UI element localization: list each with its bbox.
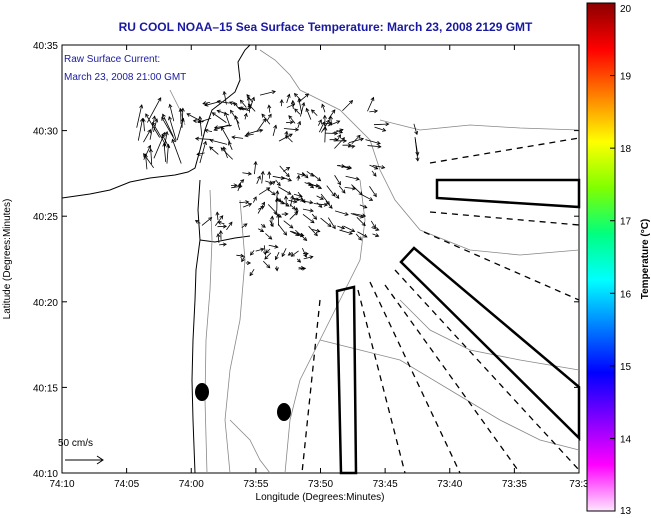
annotation-line-1: Raw Surface Current: (64, 54, 160, 65)
colorbar-tick-label: 20 (620, 4, 632, 15)
annotation-line-2: March 23, 2008 21:00 GMT (64, 72, 186, 83)
map-title: RU COOL NOAA–15 Sea Surface Temperature:… (118, 20, 533, 34)
x-tick-label: 73:50 (308, 479, 333, 490)
y-tick-label: 40:15 (33, 383, 58, 394)
colorbar-tick-label: 19 (620, 72, 632, 83)
x-tick-label: 74:10 (49, 479, 74, 490)
y-axis-label: Latitude (Degrees:Minutes) (2, 199, 13, 320)
colorbar-tick-label: 13 (620, 506, 632, 517)
radar-site-marker (195, 383, 209, 401)
y-tick-label: 40:10 (33, 469, 58, 480)
coastline (61, 44, 251, 474)
colorbar-tick-label: 14 (620, 434, 632, 445)
colorbar-tick-label: 16 (620, 289, 632, 300)
scale-arrow (65, 455, 104, 465)
traffic-separation-lines (301, 137, 580, 474)
x-axis-label: Longitude (Degrees:Minutes) (256, 492, 385, 503)
x-tick-label: 74:05 (114, 479, 139, 490)
x-tick-label: 73:3 (569, 479, 589, 490)
radar-site-marker (277, 403, 291, 421)
x-tick-label: 73:35 (502, 479, 527, 490)
colorbar-ticks: 20 19 18 17 16 15 14 13 (610, 2, 632, 517)
x-tick-label: 73:45 (373, 479, 398, 490)
colorbar-label: Temperature (°C) (640, 219, 651, 300)
x-tick-label: 73:55 (243, 479, 268, 490)
plot-frame (61, 44, 580, 474)
colorbar-tick-label: 15 (620, 362, 632, 373)
colorbar-tick-label: 18 (620, 144, 632, 155)
y-tick-label: 40:25 (33, 212, 58, 223)
y-axis-ticks: 40:35 40:30 40:25 40:20 40:15 40:10 (33, 41, 579, 480)
colorbar (586, 2, 616, 512)
x-tick-label: 74:00 (179, 479, 204, 490)
current-vectors (136, 90, 420, 277)
y-tick-label: 40:30 (33, 127, 58, 138)
x-axis-ticks: 74:10 74:05 74:00 73:55 73:50 73:45 73:40 73:35… (49, 45, 589, 490)
x-tick-label: 73:40 (437, 479, 462, 490)
y-tick-label: 40:20 (33, 298, 58, 309)
colorbar-tick-label: 17 (620, 217, 632, 228)
scale-label: 50 cm/s (58, 438, 93, 449)
y-tick-label: 40:35 (33, 41, 58, 52)
